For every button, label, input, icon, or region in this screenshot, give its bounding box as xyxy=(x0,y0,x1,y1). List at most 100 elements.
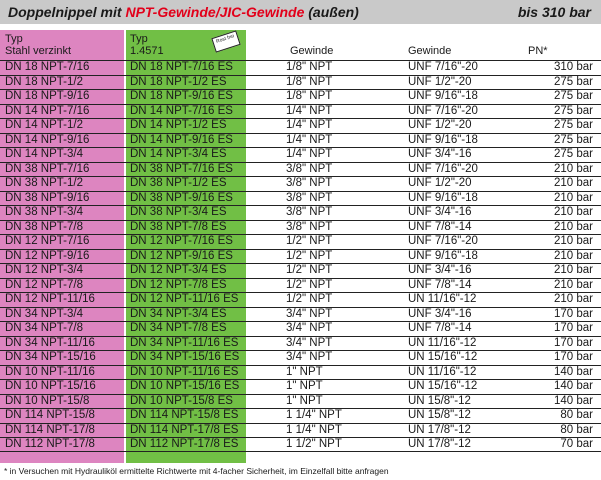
cell-thread-npt: 1/4" NPT xyxy=(286,133,333,146)
cell-type-steel: DN 34 NPT-7/8 xyxy=(5,322,83,334)
cell-thread-unf: UN 11/16"-12 xyxy=(408,365,477,378)
cell-thread-unf: UN 17/8"-12 xyxy=(408,438,471,450)
table-row: DN 38 NPT-9/16 DN 38 NPT-9/16 ES 3/8" NPT U… xyxy=(0,190,601,206)
cell-type-stainless: DN 38 NPT-7/8 ES xyxy=(130,220,227,233)
page-title: Doppelnippel mit NPT-Gewinde/JIC-Gewinde… xyxy=(8,4,359,20)
header-col1: Typ Stahl verzinkt xyxy=(5,33,71,57)
column-stainless-bg xyxy=(126,30,246,463)
cell-type-steel: DN 12 NPT-11/16 xyxy=(5,293,95,305)
cell-thread-npt: 1/8" NPT xyxy=(286,75,333,88)
pressure-range-label: bis 310 bar xyxy=(517,4,591,20)
cell-type-steel: DN 12 NPT-9/16 xyxy=(5,249,90,262)
cell-type-stainless: DN 12 NPT-3/4 ES xyxy=(130,264,227,276)
cell-type-steel: DN 14 NPT-3/4 xyxy=(5,148,83,160)
cell-thread-npt: 3/8" NPT xyxy=(286,177,333,189)
cell-type-stainless: DN 12 NPT-11/16 ES xyxy=(130,293,239,305)
cell-pressure: 275 bar xyxy=(553,104,593,117)
cell-thread-unf: UNF 7/16"-20 xyxy=(408,61,478,73)
cell-thread-npt: 1 1/4" NPT xyxy=(286,423,342,436)
cell-thread-npt: 1/2" NPT xyxy=(286,249,333,262)
title-part-3: (außen) xyxy=(304,4,359,20)
cell-type-steel: DN 38 NPT-7/16 xyxy=(5,162,90,175)
cell-type-steel: DN 10 NPT-11/16 xyxy=(5,365,95,378)
cell-type-stainless: DN 14 NPT-3/4 ES xyxy=(130,148,227,160)
cell-thread-unf: UN 11/16"-12 xyxy=(408,293,477,305)
cell-pressure: 170 bar xyxy=(553,336,593,349)
cell-thread-npt: 1/2" NPT xyxy=(286,293,333,305)
title-highlight: NPT-Gewinde/JIC-Gewinde xyxy=(125,4,305,20)
table-row: DN 12 NPT-3/4 DN 12 NPT-3/4 ES 1/2" NPT UNF… xyxy=(0,263,601,278)
cell-type-stainless: DN 114 NPT-15/8 ES xyxy=(130,409,239,421)
cell-thread-npt: 1/4" NPT xyxy=(286,119,333,131)
cell-thread-npt: 1/2" NPT xyxy=(286,264,333,276)
cell-type-steel: DN 18 NPT-1/2 xyxy=(5,75,83,88)
cell-type-steel: DN 14 NPT-7/16 xyxy=(5,104,90,117)
cell-type-steel: DN 10 NPT-15/16 xyxy=(5,380,96,392)
cell-pressure: 80 bar xyxy=(560,423,593,436)
cell-pressure: 210 bar xyxy=(553,191,593,204)
cell-type-stainless: DN 112 NPT-17/8 ES xyxy=(130,438,239,450)
table-row: DN 38 NPT-3/4 DN 38 NPT-3/4 ES 3/8" NPT UNF… xyxy=(0,205,601,220)
cell-type-steel: DN 38 NPT-3/4 xyxy=(5,206,83,218)
table-row: DN 38 NPT-7/8 DN 38 NPT-7/8 ES 3/8" NPT UNF… xyxy=(0,219,601,235)
cell-thread-npt: 1" NPT xyxy=(286,394,323,407)
cell-thread-npt: 1/4" NPT xyxy=(286,148,333,160)
cell-pressure: 275 bar xyxy=(553,133,593,146)
header-col4: Gewinde xyxy=(408,45,452,57)
cell-pressure: 140 bar xyxy=(553,365,593,378)
cell-pressure: 275 bar xyxy=(553,148,593,160)
cell-thread-unf: UN 15/16"-12 xyxy=(408,380,478,392)
cell-thread-npt: 1 1/2" NPT xyxy=(286,438,342,450)
cell-pressure: 275 bar xyxy=(553,75,593,88)
table-row: DN 12 NPT-11/16 DN 12 NPT-11/16 ES 1/2" NP… xyxy=(0,292,601,307)
cell-thread-unf: UNF 7/8"-14 xyxy=(408,322,472,334)
cell-type-steel: DN 114 NPT-15/8 xyxy=(5,409,95,421)
cell-type-steel: DN 34 NPT-3/4 xyxy=(5,307,83,320)
cell-pressure: 210 bar xyxy=(553,249,593,262)
cell-type-stainless: DN 14 NPT-9/16 ES xyxy=(130,133,233,146)
cell-thread-npt: 1" NPT xyxy=(286,380,323,392)
cell-type-steel: DN 18 NPT-9/16 xyxy=(5,90,90,102)
cell-type-steel: DN 34 NPT-11/16 xyxy=(5,336,95,349)
table-row: DN 14 NPT-9/16 DN 14 NPT-9/16 ES 1/4" NPT U… xyxy=(0,132,601,148)
table-row: DN 12 NPT-7/8 DN 12 NPT-7/8 ES 1/2" NPT UNF… xyxy=(0,277,601,293)
table-row: DN 38 NPT-7/16 DN 38 NPT-7/16 ES 3/8" NPT U… xyxy=(0,161,601,177)
cell-type-stainless: DN 18 NPT-1/2 ES xyxy=(130,75,227,88)
cell-type-stainless: DN 34 NPT-3/4 ES xyxy=(130,307,227,320)
cell-thread-unf: UNF 1/2"-20 xyxy=(408,177,472,189)
cell-type-steel: DN 34 NPT-15/16 xyxy=(5,351,96,363)
cell-type-steel: DN 18 NPT-7/16 xyxy=(5,61,90,73)
cell-thread-unf: UNF 3/4"-16 xyxy=(408,264,472,276)
cell-thread-unf: UNF 1/2"-20 xyxy=(408,75,472,88)
cell-type-stainless: DN 34 NPT-7/8 ES xyxy=(130,322,227,334)
cell-thread-npt: 3/8" NPT xyxy=(286,162,333,175)
cell-thread-unf: UNF 7/16"-20 xyxy=(408,162,478,175)
cell-thread-unf: UNF 9/16"-18 xyxy=(408,191,478,204)
table-row: DN 34 NPT-7/8 DN 34 NPT-7/8 ES 3/4" NPT UNF… xyxy=(0,321,601,336)
title-part-1: Doppelnippel mit xyxy=(8,4,126,20)
cell-type-steel: DN 14 NPT-1/2 xyxy=(5,119,83,131)
cell-type-stainless: DN 114 NPT-17/8 ES xyxy=(130,423,239,436)
cell-pressure: 210 bar xyxy=(553,278,593,291)
cell-thread-npt: 3/8" NPT xyxy=(286,191,333,204)
cell-pressure: 210 bar xyxy=(553,264,593,276)
table-row: DN 10 NPT-11/16 DN 10 NPT-11/16 ES 1" NPT U… xyxy=(0,364,601,380)
cell-type-steel: DN 12 NPT-3/4 xyxy=(5,264,83,276)
cell-thread-npt: 1/8" NPT xyxy=(286,90,333,102)
cell-thread-npt: 3/4" NPT xyxy=(286,322,333,334)
cell-type-stainless: DN 10 NPT-11/16 ES xyxy=(130,365,239,378)
cell-type-stainless: DN 38 NPT-1/2 ES xyxy=(130,177,227,189)
cell-thread-npt: 3/8" NPT xyxy=(286,220,333,233)
cell-type-stainless: DN 34 NPT-11/16 ES xyxy=(130,336,239,349)
cell-type-stainless: DN 14 NPT-1/2 ES xyxy=(130,119,227,131)
table-row: DN 38 NPT-1/2 DN 38 NPT-1/2 ES 3/8" NPT UNF… xyxy=(0,176,601,191)
cell-pressure: 275 bar xyxy=(553,90,593,102)
cell-pressure: 170 bar xyxy=(553,351,593,363)
cell-type-steel: DN 112 NPT-17/8 xyxy=(5,438,95,450)
cell-thread-unf: UNF 7/8"-14 xyxy=(408,278,472,291)
cell-type-steel: DN 38 NPT-9/16 xyxy=(5,191,90,204)
cell-thread-npt: 3/8" NPT xyxy=(286,206,333,218)
header-col2-line1: Typ xyxy=(130,33,148,45)
cell-type-stainless: DN 38 NPT-7/16 ES xyxy=(130,162,233,175)
cell-type-stainless: DN 12 NPT-7/8 ES xyxy=(130,278,227,291)
